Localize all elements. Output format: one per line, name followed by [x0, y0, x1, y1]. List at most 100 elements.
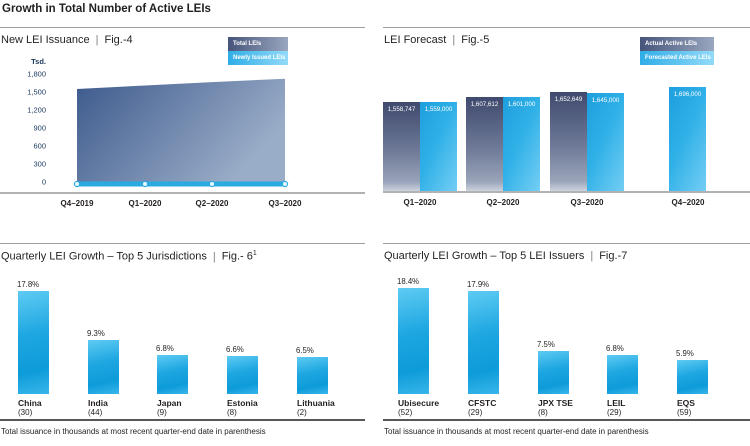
actual-bar: 1,558,747: [383, 102, 420, 191]
y-tick: 600: [33, 141, 46, 151]
fig7-bottom-rule: [383, 419, 750, 421]
category-count-label: (9): [157, 408, 167, 417]
forecast-bar: 1,696,000: [669, 87, 706, 191]
category-label: CFSTC: [468, 398, 497, 408]
y-tick: 0: [41, 177, 46, 187]
x-tick-label: Q2–2020: [486, 198, 520, 207]
x-tick-label: Q3–2020: [268, 199, 302, 208]
fig4-x-axis-line: [0, 192, 365, 194]
pct-bar: [18, 291, 49, 394]
pct-label: 18.4%: [397, 277, 420, 286]
category-count-label: (8): [538, 408, 548, 417]
pct-label: 17.8%: [17, 280, 40, 289]
legend-fig4: Total LEIs Newly Issued LEIs: [228, 37, 288, 65]
figure-label: Fig.-7: [599, 250, 628, 262]
chart-title-fig7: Quarterly LEI Growth – Top 5 LEI Issuers…: [384, 250, 627, 262]
x-tick-label: Q1–2020: [128, 199, 162, 208]
category-label: Japan: [157, 398, 182, 408]
title-separator: |: [590, 250, 594, 262]
actual-bar: 1,607,612: [466, 97, 503, 191]
pct-label: 6.8%: [156, 344, 174, 353]
fig7-footnote: Total issuance in thousands at most rece…: [384, 427, 649, 436]
pct-bar: [607, 355, 638, 394]
legend-fig5: Actual Active LEIs Forecasted Active LEI…: [640, 37, 714, 65]
category-label: India: [88, 398, 108, 408]
fig4-plot: [73, 78, 289, 188]
x-tick-label: Q2–2020: [195, 199, 229, 208]
y-tick: 900: [33, 123, 46, 133]
chart-title-fig5: LEI Forecast | Fig.-5: [384, 34, 489, 46]
x-tick-label: Q1–2020: [403, 198, 437, 207]
figure-label: Fig.-4: [104, 34, 133, 46]
bar-value-label: 1,645,000: [591, 97, 620, 104]
category-count-label: (29): [468, 408, 483, 417]
category-label: LEIL: [607, 398, 626, 408]
line-marker: [208, 180, 216, 188]
fig6-bottom-rule: [0, 419, 365, 421]
pct-label: 9.3%: [87, 329, 105, 338]
bar-value-label: 1,652,649: [554, 96, 583, 103]
page-title: Growth in Total Number of Active LEIs: [2, 3, 211, 15]
legend-item-actual-active-leis: Actual Active LEIs: [640, 37, 714, 51]
figure-label: Fig.-5: [461, 34, 490, 46]
pct-label: 6.8%: [606, 344, 624, 353]
pct-bar: [297, 357, 328, 394]
legend-item-forecasted-active-leis: Forecasted Active LEIs: [640, 51, 714, 65]
category-count-label: (29): [607, 408, 622, 417]
fig5-x-axis-line: [383, 191, 750, 193]
pct-label: 7.5%: [537, 340, 555, 349]
y-tick: 1,200: [27, 105, 46, 115]
pct-label: 17.9%: [467, 280, 490, 289]
legend-item-newly-issued-leis: Newly Issued LEIs: [228, 51, 288, 65]
pct-label: 6.5%: [296, 346, 314, 355]
figure-footnote-marker: 1: [252, 250, 257, 257]
category-label: Ubisecure: [398, 398, 440, 408]
panel-lei-forecast: LEI Forecast | Fig.-5 Actual Active LEIs F…: [383, 27, 750, 225]
chart-title-fig4: New LEI Issuance | Fig.-4: [1, 34, 133, 46]
chart-title-fig6: Quarterly LEI Growth – Top 5 Jurisdictio…: [1, 250, 257, 263]
panel-top5-lei-issuers: Quarterly LEI Growth – Top 5 LEI Issuers…: [383, 243, 750, 446]
title-separator: |: [212, 250, 216, 263]
panel-top5-jurisdictions: Quarterly LEI Growth – Top 5 Jurisdictio…: [0, 243, 365, 446]
category-count-label: (8): [227, 408, 237, 417]
category-count-label: (59): [677, 408, 692, 417]
pct-bar: [538, 351, 569, 394]
pct-bar: [157, 355, 188, 394]
title-separator: |: [452, 34, 456, 46]
y-axis-unit-label: Tsd.: [31, 57, 46, 66]
x-tick-label: Q4–2020: [671, 198, 705, 207]
category-label: EQS: [677, 398, 695, 408]
forecast-bar: 1,645,000: [587, 93, 624, 191]
pct-bar: [227, 356, 258, 394]
title-separator: |: [95, 34, 99, 46]
bar-value-label: 1,607,612: [470, 101, 499, 108]
category-count-label: (30): [18, 408, 33, 417]
forecast-bar: 1,601,000: [503, 97, 540, 191]
y-tick: 1,500: [27, 87, 46, 97]
chart-title-text: LEI Forecast: [384, 34, 447, 46]
line-marker: [73, 180, 81, 188]
category-label: China: [18, 398, 42, 408]
pct-label: 6.6%: [226, 345, 244, 354]
pct-label: 5.9%: [676, 349, 694, 358]
x-tick-label: Q4–2019: [60, 199, 94, 208]
bar-value-label: 1,559,000: [424, 106, 453, 113]
total-leis-area: [77, 78, 285, 182]
figure-label: Fig.- 6: [221, 250, 253, 263]
x-tick-label: Q3–2020: [570, 198, 604, 207]
category-label: Estonia: [227, 398, 258, 408]
category-count-label: (52): [398, 408, 413, 417]
pct-bar: [468, 291, 499, 394]
legend-item-total-leis: Total LEIs: [228, 37, 288, 51]
pct-bar: [398, 288, 429, 394]
panel-new-lei-issuance: New LEI Issuance | Fig.-4 Total LEIs Newly…: [0, 27, 365, 225]
line-marker: [281, 180, 289, 188]
category-label: Lithuania: [297, 398, 335, 408]
category-count-label: (2): [297, 408, 307, 417]
line-marker: [141, 180, 149, 188]
category-label: JPX TSE: [538, 398, 573, 408]
bar-value-label: 1,696,000: [673, 91, 702, 98]
category-count-label: (44): [88, 408, 103, 417]
chart-title-text: New LEI Issuance: [1, 34, 90, 46]
